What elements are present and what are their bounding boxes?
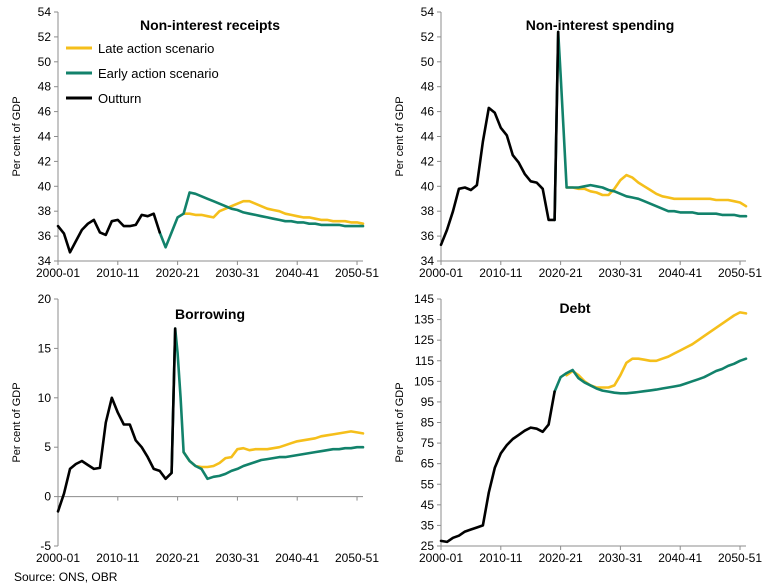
- x-tick-label: 2010-11: [479, 266, 522, 280]
- y-tick-label: 95: [421, 395, 435, 409]
- series-line-late: [565, 173, 748, 208]
- x-tick-label: 2000-01: [36, 266, 80, 280]
- x-tick-label: 2040-41: [275, 551, 319, 565]
- x-tick-label: 2020-21: [156, 551, 200, 565]
- y-tick-label: 145: [414, 292, 434, 306]
- y-tick-label: 34: [38, 254, 52, 268]
- y-tick-label: 85: [421, 416, 435, 430]
- y-tick-label: 36: [421, 229, 435, 243]
- y-tick-label: 34: [421, 254, 435, 268]
- y-tick-label: 45: [421, 498, 435, 512]
- x-tick-label: 2000-01: [36, 551, 80, 565]
- chart-panel-1: 34 36 38 40 42 44 46 48 50 52 54 2000-01 2010-11 2020…: [11, 5, 379, 280]
- x-tick-label: 2040-41: [275, 266, 319, 280]
- y-tick-label: 25: [421, 539, 435, 553]
- x-tick-label: 2030-31: [215, 266, 259, 280]
- x-tick-label: 2020-21: [156, 266, 200, 280]
- y-tick-label: 42: [421, 154, 435, 168]
- series-line-late: [182, 199, 365, 225]
- y-tick-label: 54: [421, 5, 435, 19]
- x-tick-label: 2040-41: [658, 551, 702, 565]
- chart-title: Non-interest spending: [526, 17, 675, 33]
- legend: Late action scenario Early action scenari…: [66, 41, 219, 106]
- legend-label-early: Early action scenario: [98, 66, 219, 81]
- x-tick-label: 2010-11: [96, 266, 139, 280]
- y-tick-label: 48: [38, 80, 52, 94]
- y-tick-label: 50: [421, 55, 435, 69]
- y-tick-label: 65: [421, 457, 435, 471]
- y-tick-label: 35: [421, 518, 435, 532]
- x-tick-label: 2030-31: [598, 551, 642, 565]
- y-axis-label: Per cent of GDP: [11, 96, 23, 176]
- y-tick-label: -5: [40, 539, 51, 553]
- y-tick-label: 125: [414, 333, 434, 347]
- y-tick-label: 38: [38, 204, 52, 218]
- series-line-early: [170, 327, 365, 481]
- y-tick-label: 46: [421, 105, 435, 119]
- y-tick-label: 0: [44, 490, 51, 504]
- x-tick-label: 2010-11: [479, 551, 522, 565]
- series-line-outturn: [56, 212, 161, 254]
- x-tick-label: 2000-01: [419, 551, 463, 565]
- y-tick-label: 52: [38, 30, 52, 44]
- x-tick-label: 2050-51: [718, 551, 762, 565]
- x-tick-label: 2000-01: [419, 266, 463, 280]
- y-tick-label: 105: [414, 374, 434, 388]
- series-line-early: [553, 30, 748, 222]
- y-tick-label: 10: [38, 391, 52, 405]
- y-axis-label: Per cent of GDP: [394, 382, 406, 462]
- series-line-outturn: [56, 327, 177, 513]
- y-tick-label: 54: [38, 5, 52, 19]
- series-line-early: [553, 357, 748, 395]
- legend-label-outturn: Outturn: [98, 91, 141, 106]
- x-tick-label: 2010-11: [96, 551, 139, 565]
- chart-title: Borrowing: [175, 306, 245, 322]
- y-tick-label: 15: [38, 341, 52, 355]
- x-tick-label: 2050-51: [335, 266, 379, 280]
- chart-panel-4: 25 35 45 55 65 75 85 95 105 115 125 135 145 2000-01 20…: [394, 292, 762, 565]
- source-note: Source: ONS, OBR: [14, 570, 118, 584]
- y-tick-label: 44: [421, 130, 435, 144]
- series-line-late: [565, 311, 748, 389]
- y-tick-label: 135: [414, 313, 434, 327]
- x-tick-label: 2020-21: [539, 551, 583, 565]
- chart-panel-3: -5 0 5 10 15 20 2000-01 2010-11 2020-21 2030-31 20…: [11, 292, 379, 565]
- chart-panel-2: 34 36 38 40 42 44 46 48 50 52 54 2000-01 2010-11 2020…: [394, 5, 762, 280]
- x-tick-label: 2050-51: [718, 266, 762, 280]
- y-tick-label: 20: [38, 292, 52, 306]
- series-line-late: [182, 430, 365, 469]
- y-tick-label: 40: [38, 179, 52, 193]
- x-tick-label: 2030-31: [598, 266, 642, 280]
- y-tick-label: 40: [421, 179, 435, 193]
- legend-label-late: Late action scenario: [98, 41, 214, 56]
- y-tick-label: 50: [38, 55, 52, 69]
- y-tick-label: 52: [421, 30, 435, 44]
- x-tick-label: 2040-41: [658, 266, 702, 280]
- x-tick-label: 2050-51: [335, 551, 379, 565]
- series-line-early: [158, 191, 365, 249]
- chart-title: Debt: [559, 300, 590, 316]
- y-tick-label: 36: [38, 229, 52, 243]
- x-tick-label: 2030-31: [215, 551, 259, 565]
- y-tick-label: 55: [421, 477, 435, 491]
- y-tick-label: 115: [415, 354, 434, 368]
- series-line-outturn: [439, 30, 560, 247]
- y-tick-label: 42: [38, 154, 52, 168]
- y-tick-label: 44: [38, 130, 52, 144]
- x-tick-label: 2020-21: [539, 266, 583, 280]
- y-tick-label: 48: [421, 80, 435, 94]
- chart-title: Non-interest receipts: [140, 17, 280, 33]
- y-tick-label: 75: [421, 436, 435, 450]
- y-axis-label: Per cent of GDP: [394, 96, 406, 176]
- y-tick-label: 5: [44, 440, 51, 454]
- y-tick-label: 46: [38, 105, 52, 119]
- series-line-outturn: [439, 390, 556, 544]
- y-axis-label: Per cent of GDP: [11, 382, 23, 462]
- y-tick-label: 38: [421, 204, 435, 218]
